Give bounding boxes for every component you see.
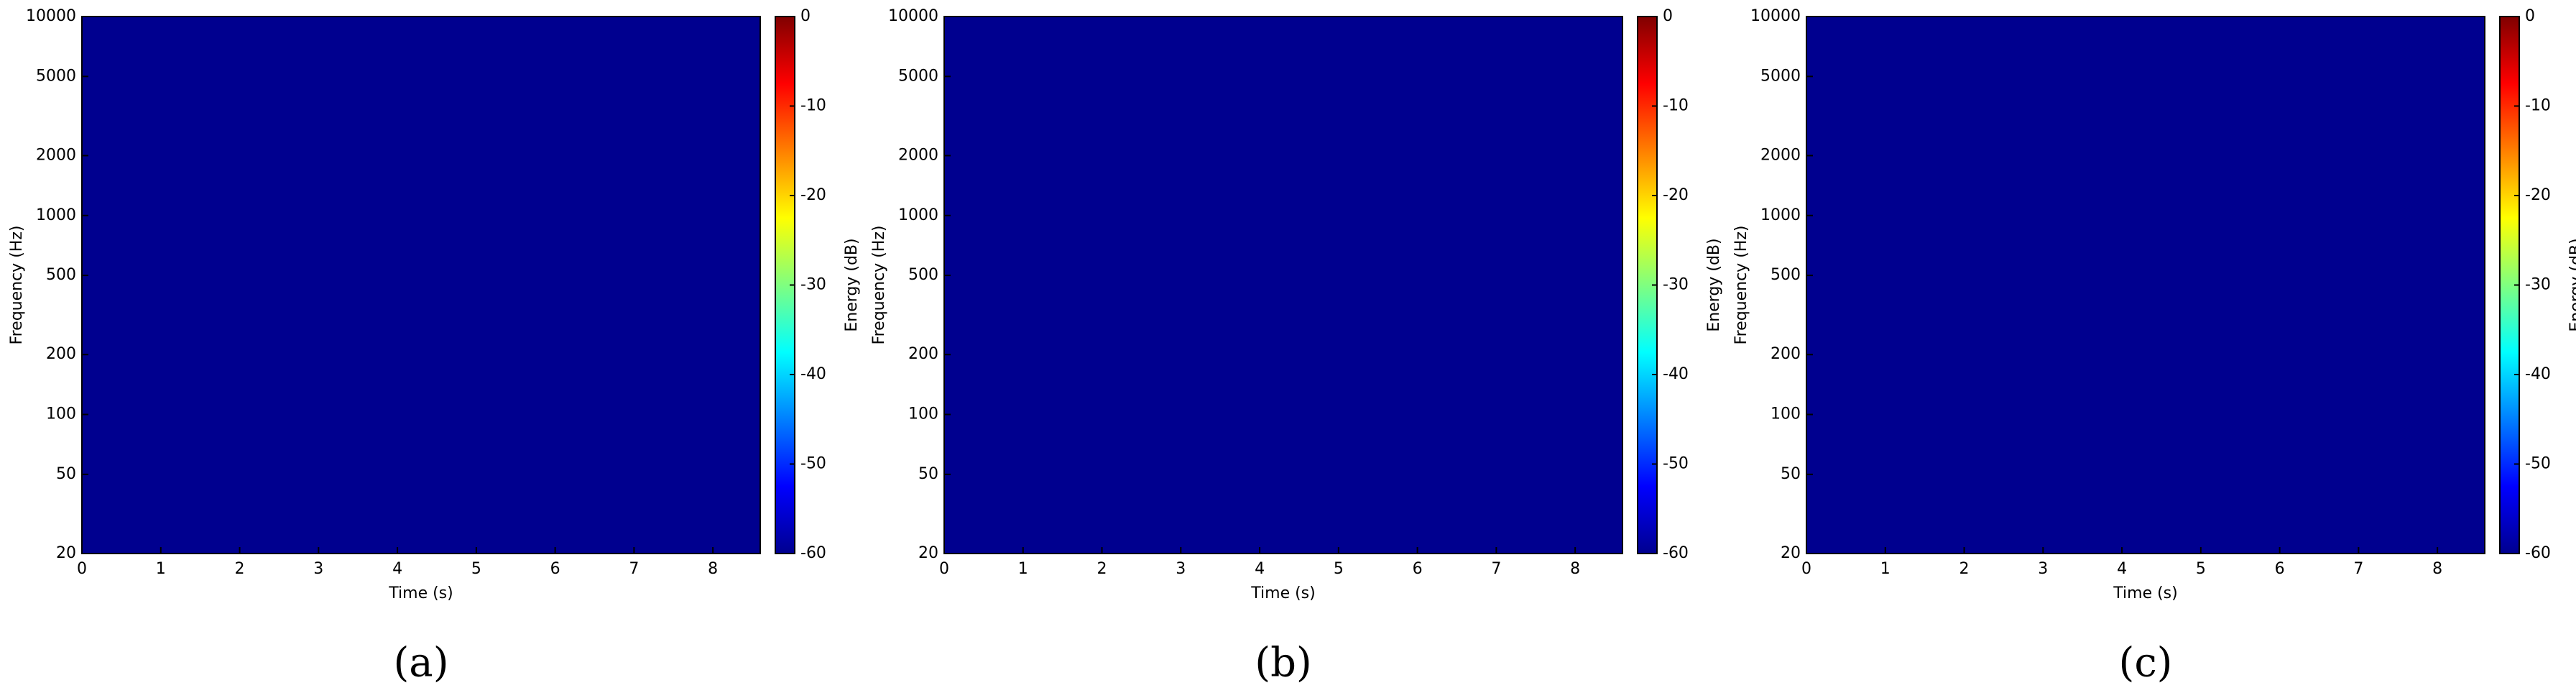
plot-area (1806, 17, 2485, 554)
y-tick-label: 100 (46, 405, 76, 423)
y-tick-label: 100 (1771, 405, 1801, 423)
y-tick-label: 5000 (1760, 67, 1801, 85)
y-tick-label: 100 (908, 405, 938, 423)
colorbar-tick-label: -10 (1663, 97, 1689, 115)
x-tick-label: 8 (1570, 560, 1580, 578)
x-tick-label: 4 (1255, 560, 1265, 578)
panel: 0 1 2 3 4 5 6 7 8 20 50 100 200 500 1000 2000 5000 10000 T… (8, 7, 861, 687)
colorbar-tick-label: -20 (800, 186, 826, 204)
y-tick-label: 50 (918, 465, 938, 483)
x-tick-label: 8 (708, 560, 718, 578)
y-tick-label: 50 (56, 465, 76, 483)
y-tick-label: 1000 (898, 206, 938, 224)
colorbar-tick-label: -20 (2525, 186, 2551, 204)
y-tick-label: 10000 (1750, 7, 1801, 25)
colorbar-tick-label: -40 (1663, 365, 1689, 383)
x-tick-label: 0 (939, 560, 949, 578)
x-tick-label: 5 (471, 560, 481, 578)
plot-frame (943, 16, 1623, 554)
colorbar-tick-label: -40 (2525, 365, 2551, 383)
colorbar-label: Energy (dB) (1705, 238, 1723, 331)
y-tick-label: 10000 (888, 7, 938, 25)
colorbar-tick-label: -30 (800, 276, 826, 294)
caption: (b) (1255, 640, 1312, 687)
x-tick-label: 7 (629, 560, 639, 578)
colorbar-tick-label: -60 (2525, 544, 2551, 562)
colorbar-tick-label: -50 (2525, 455, 2551, 473)
x-tick-label: 4 (2117, 560, 2127, 578)
colorbar-tick-label: -50 (800, 455, 826, 473)
x-tick-label: 3 (2038, 560, 2048, 578)
x-tick-label: 4 (392, 560, 402, 578)
x-tick-label: 0 (77, 560, 87, 578)
y-axis-label: Frequency (Hz) (8, 226, 26, 345)
plot-area (82, 17, 760, 554)
colorbar-tick-label: 0 (800, 7, 811, 25)
x-tick-label: 0 (1801, 560, 1811, 578)
x-axis-label: Time (s) (388, 584, 453, 602)
x-tick-label: 8 (2432, 560, 2442, 578)
colorbar-tick-label: 0 (1663, 7, 1673, 25)
x-tick-label: 1 (156, 560, 166, 578)
y-tick-label: 2000 (898, 146, 938, 164)
y-tick-label: 1000 (36, 206, 76, 224)
y-tick-label: 200 (908, 345, 938, 363)
colorbar-tick-label: -50 (1663, 455, 1689, 473)
y-tick-label: 2000 (36, 146, 76, 164)
colorbar-tick-label: -30 (1663, 276, 1689, 294)
plot-area (944, 17, 1622, 554)
x-tick-label: 2 (235, 560, 245, 578)
y-tick-label: 500 (908, 266, 938, 284)
y-tick-label: 200 (46, 345, 76, 363)
y-tick-label: 2000 (1760, 146, 1801, 164)
x-tick-label: 2 (1959, 560, 1970, 578)
x-tick-label: 3 (1176, 560, 1186, 578)
x-tick-label: 3 (313, 560, 323, 578)
colorbar-tick-label: -30 (2525, 276, 2551, 294)
y-axis-label: Frequency (Hz) (1732, 226, 1750, 345)
x-tick-label: 1 (1880, 560, 1891, 578)
colorbar-label: Energy (dB) (2567, 238, 2576, 331)
y-tick-label: 20 (56, 544, 76, 562)
x-tick-label: 5 (1334, 560, 1344, 578)
x-tick-label: 5 (2196, 560, 2206, 578)
panel: 0 1 2 3 4 5 6 7 8 20 50 100 200 500 1000 2000 5000 10000 T… (1732, 7, 2576, 687)
plot-frame (1806, 16, 2485, 554)
y-tick-label: 10000 (26, 7, 76, 25)
colorbar-tick-label: -10 (800, 97, 826, 115)
y-tick-label: 5000 (898, 67, 938, 85)
y-tick-label: 5000 (36, 67, 76, 85)
colorbar-tick-label: -60 (800, 544, 826, 562)
colorbar-tick-label: -60 (1663, 544, 1689, 562)
plot-frame (81, 16, 761, 554)
x-tick-label: 6 (2275, 560, 2285, 578)
x-tick-label: 6 (550, 560, 560, 578)
y-tick-label: 20 (1781, 544, 1801, 562)
colorbar-tick-label: -10 (2525, 97, 2551, 115)
x-tick-label: 7 (1491, 560, 1501, 578)
colorbar-tick-label: 0 (2525, 7, 2535, 25)
caption: (c) (2118, 640, 2172, 687)
x-axis-label: Time (s) (1250, 584, 1315, 602)
panel: 0 1 2 3 4 5 6 7 8 20 50 100 200 500 1000 2000 5000 10000 T… (870, 7, 1723, 687)
y-tick-label: 200 (1771, 345, 1801, 363)
colorbar-tick-label: -20 (1663, 186, 1689, 204)
x-tick-label: 7 (2353, 560, 2363, 578)
x-tick-label: 2 (1097, 560, 1107, 578)
y-axis-label: Frequency (Hz) (870, 226, 888, 345)
caption: (a) (393, 640, 448, 687)
y-tick-label: 500 (1771, 266, 1801, 284)
colorbar-label: Energy (dB) (843, 238, 861, 331)
y-tick-label: 1000 (1760, 206, 1801, 224)
y-tick-label: 500 (46, 266, 76, 284)
y-tick-label: 20 (918, 544, 938, 562)
x-tick-label: 1 (1018, 560, 1028, 578)
x-axis-label: Time (s) (2113, 584, 2177, 602)
colorbar-tick-label: -40 (800, 365, 826, 383)
y-tick-label: 50 (1781, 465, 1801, 483)
x-tick-label: 6 (1413, 560, 1423, 578)
